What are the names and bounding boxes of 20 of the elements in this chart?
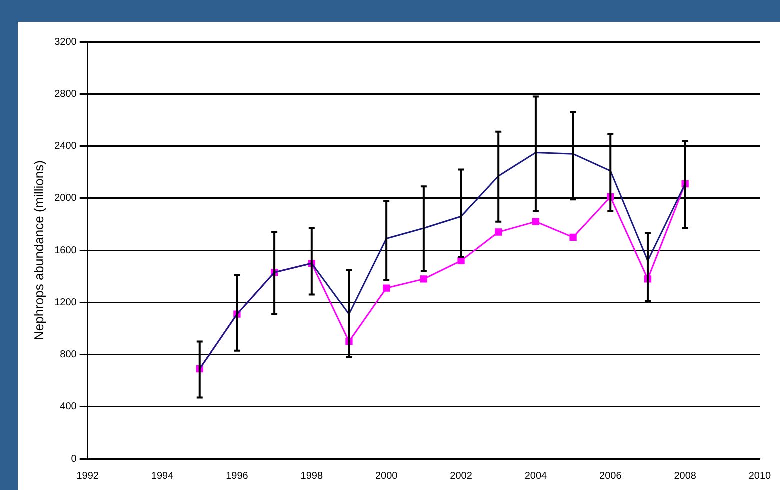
x-tick-label: 2010 <box>748 470 772 482</box>
y-tick-label: 1600 <box>54 245 78 256</box>
y-tick-label: 2000 <box>54 193 78 204</box>
x-tick-label: 2000 <box>375 470 398 482</box>
y-tick-label: 0 <box>71 454 78 465</box>
x-tick-label: 1992 <box>76 470 100 482</box>
x-tick-label: 1998 <box>300 470 324 482</box>
y-axis-title: Nephrops abundance (millions) <box>31 160 46 340</box>
x-tick-label: 2002 <box>450 470 473 482</box>
y-tick-label: 2800 <box>54 88 78 100</box>
y-tick-label: 800 <box>60 350 78 360</box>
y-tick-label: 3200 <box>54 36 78 48</box>
x-tick-label: 1994 <box>151 470 174 482</box>
y-tick-label: 1200 <box>54 297 78 308</box>
x-tick-label: 2006 <box>600 470 622 482</box>
x-tick-label: 1996 <box>226 470 249 482</box>
y-tick-label: 2400 <box>54 141 78 152</box>
x-tick-label: 2008 <box>674 470 697 482</box>
y-tick-label: 400 <box>60 402 78 413</box>
x-tick-label: 2004 <box>524 470 548 482</box>
